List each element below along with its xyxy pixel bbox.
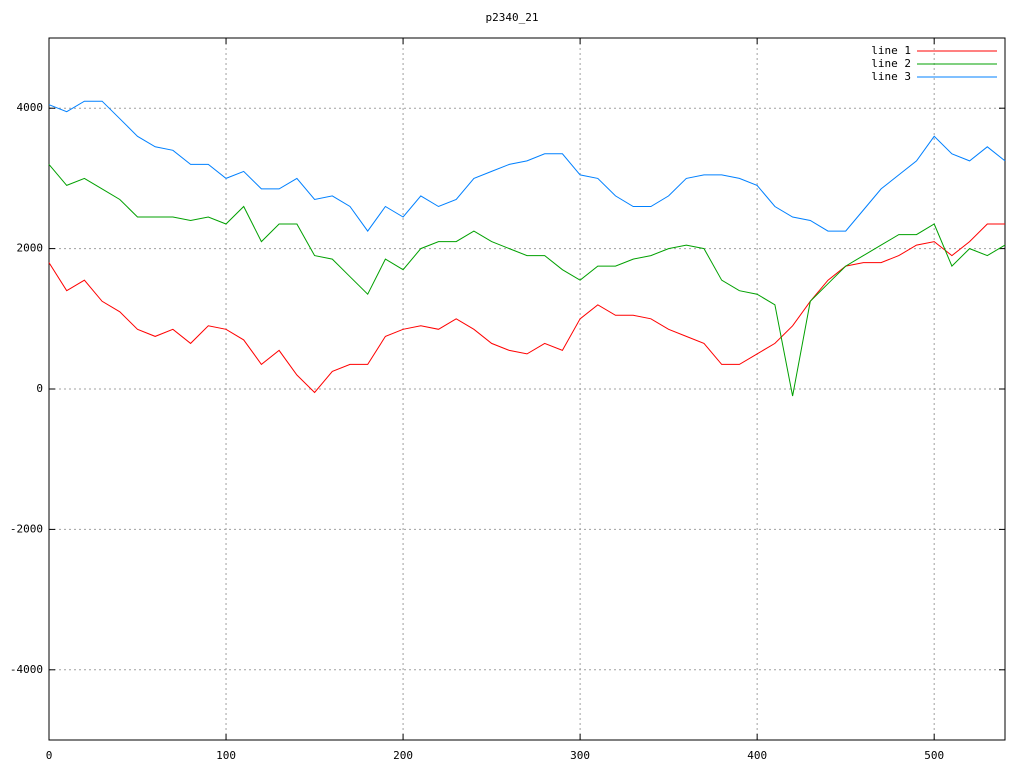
series-line <box>48 100 1006 232</box>
y-tick-label: 0 <box>36 382 43 395</box>
legend-label: line 3 <box>871 70 911 83</box>
x-tick-label: 300 <box>570 749 590 762</box>
series-line <box>48 164 1006 397</box>
x-tick-label: 500 <box>924 749 944 762</box>
y-tick-label: 2000 <box>17 242 44 255</box>
y-tick-label: -2000 <box>10 522 43 535</box>
x-tick-label: 400 <box>747 749 767 762</box>
legend-label: line 2 <box>871 57 911 70</box>
x-tick-label: 200 <box>393 749 413 762</box>
y-tick-label: 4000 <box>17 101 44 114</box>
plot-frame <box>48 37 1006 741</box>
x-tick-label: 100 <box>216 749 236 762</box>
x-tick-label: 0 <box>46 749 53 762</box>
series-line <box>48 223 1005 394</box>
chart-title: p2340_21 <box>486 11 539 24</box>
y-tick-label: -4000 <box>10 663 43 676</box>
legend-label: line 1 <box>871 44 911 57</box>
